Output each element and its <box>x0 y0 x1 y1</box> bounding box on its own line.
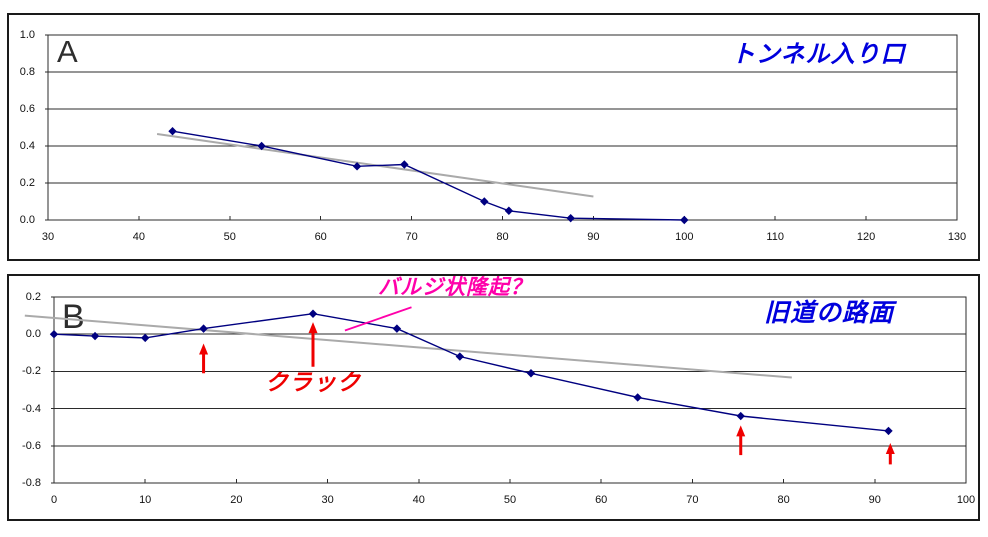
data-point-marker <box>480 197 489 206</box>
data-point-marker <box>526 369 536 378</box>
data-point-marker <box>455 352 465 361</box>
y-tick-label: 0.6 <box>19 103 35 115</box>
x-tick-label: 70 <box>405 231 418 243</box>
chart-b-corner-label: B <box>62 298 85 336</box>
x-tick-label: 100 <box>956 494 976 506</box>
data-point-marker <box>199 324 208 333</box>
y-tick-label: -0.4 <box>22 402 41 415</box>
data-point-marker <box>168 127 177 136</box>
y-tick-label: 0.4 <box>19 140 35 152</box>
data-point-marker <box>633 393 642 402</box>
x-tick-label: 40 <box>412 494 425 506</box>
y-tick-label: 1.0 <box>19 29 35 41</box>
data-point-marker <box>392 324 402 333</box>
bulge-annotation-label: バルジ状隆起？ <box>378 276 532 299</box>
x-tick-label: 90 <box>587 231 600 243</box>
series-line <box>53 312 889 432</box>
chart-a-title: トンネル入り口 <box>731 41 906 68</box>
y-tick-label: 0.0 <box>25 328 41 341</box>
x-tick-label: 50 <box>503 494 517 506</box>
x-tick-label: 90 <box>868 494 881 506</box>
data-point-marker <box>884 426 893 436</box>
x-tick-label: 110 <box>766 231 784 243</box>
chart-b-box: B 旧道の路面 バルジ状隆起？ クラック 0 10 20 30 40 50 60 70 80 90… <box>7 274 980 521</box>
data-point-marker <box>566 213 575 223</box>
callout-line <box>344 306 412 332</box>
y-tick-label: 0.8 <box>19 66 35 78</box>
chart-b-plot-svg <box>24 296 967 484</box>
y-tick-label: 0.2 <box>25 291 41 303</box>
x-tick-label: 60 <box>595 494 608 506</box>
y-tick-label: 0.0 <box>19 214 35 226</box>
data-point-marker <box>680 215 689 225</box>
y-tick-label: -0.2 <box>22 365 41 378</box>
chart-a-plot-svg <box>45 34 958 225</box>
plot-area-border <box>53 296 967 484</box>
x-tick-label: 70 <box>686 494 699 506</box>
x-tick-label: 100 <box>675 231 694 243</box>
x-tick-label: 40 <box>132 231 146 243</box>
x-tick-label: 50 <box>223 231 236 243</box>
y-tick-label: -0.6 <box>22 439 41 452</box>
series-line <box>172 130 685 221</box>
data-point-marker <box>257 141 266 151</box>
data-point-marker <box>308 309 318 318</box>
y-tick-label: -0.8 <box>22 477 41 489</box>
x-tick-label: 20 <box>230 494 243 506</box>
chart-b-title: 旧道の路面 <box>764 299 895 327</box>
data-point-marker <box>736 411 745 421</box>
trend-line <box>24 314 792 379</box>
plot-area-border <box>47 34 958 221</box>
y-tick-label: 0.2 <box>19 177 35 189</box>
crack-annotation-label: クラック <box>265 369 361 395</box>
x-tick-label: 80 <box>777 494 790 506</box>
data-point-marker <box>90 331 100 341</box>
red-arrow-head <box>885 443 895 455</box>
x-tick-label: 30 <box>321 494 334 506</box>
data-point-marker <box>400 160 409 169</box>
data-point-marker <box>49 330 59 339</box>
data-point-marker <box>141 333 150 343</box>
x-tick-label: 0 <box>50 494 58 506</box>
x-tick-label: 10 <box>139 494 152 506</box>
red-arrow-head <box>736 425 746 437</box>
x-tick-label: 130 <box>947 231 967 243</box>
red-arrow-head <box>308 322 318 334</box>
x-tick-label: 120 <box>856 231 876 243</box>
red-arrow-head <box>199 343 209 355</box>
data-point-marker <box>504 206 514 215</box>
x-tick-label: 60 <box>314 231 327 243</box>
chart-a-box: A トンネル入り口 30 40 50 60 70 80 90 100 110 120 130 1.0 0… <box>7 13 980 261</box>
data-point-marker <box>352 162 362 171</box>
x-tick-label: 80 <box>496 231 509 243</box>
x-tick-label: 30 <box>41 231 55 243</box>
chart-a-corner-label: A <box>57 34 78 69</box>
